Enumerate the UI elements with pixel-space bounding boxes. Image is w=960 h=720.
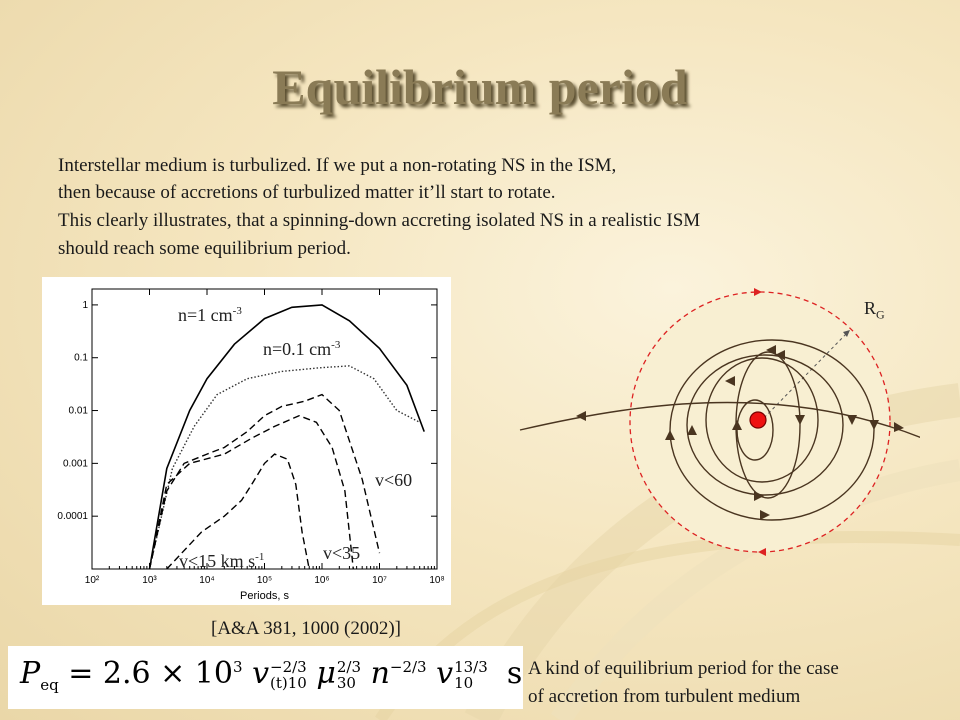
trajectory-arrow-right: [894, 422, 904, 432]
y-tick-label: 0.001: [63, 458, 88, 469]
x-tick-label: 10⁷: [372, 575, 387, 586]
y-tick-label: 0.0001: [57, 511, 88, 522]
intro-line-4: should reach some equilibrium period.: [58, 238, 351, 259]
equilibrium-formula: Peq = 2.6 × 103 v −2/3 (t)10 μ 2/3 30 n−2/3 …: [20, 656, 523, 694]
x-tick-label: 10⁶: [314, 575, 329, 586]
series-line-3: [148, 393, 381, 570]
inflow-trajectory: [519, 401, 920, 439]
slide-title: Equilibrium period: [272, 59, 688, 115]
boundary-arrow-top: [754, 288, 762, 296]
intro-line-1: Interstellar medium is turbulized. If we…: [58, 155, 617, 176]
period-distribution-chart: 10² 10³ 10⁴ 10⁵ 10⁶ 10⁷ 10⁸ 1 0.1 0.01 0.001 0.0001…: [57, 288, 445, 602]
series-line-2: [148, 365, 421, 570]
series-line-5: [166, 453, 310, 570]
citation: [A&A 381, 1000 (2002)]: [211, 618, 401, 639]
rg-radius-line: [759, 331, 849, 423]
boundary-arrow-bottom: [758, 548, 766, 556]
x-tick-label: 10⁸: [429, 575, 444, 586]
intro-line-2: then because of accretions of turbulized…: [58, 182, 556, 203]
orbit-arrows: [665, 345, 879, 520]
y-tick-label: 0.01: [69, 406, 89, 417]
series-line-1: [148, 304, 425, 570]
x-tick-label: 10⁵: [257, 575, 272, 586]
orbit-inner-wide: [705, 357, 819, 483]
y-tick-label: 0.1: [74, 353, 88, 364]
x-tick-label: 10²: [85, 575, 100, 586]
label-v35: v<35: [323, 543, 361, 563]
label-n01: n=0.1 cm-3: [263, 339, 341, 359]
formula-panel: Peq = 2.6 × 103 v −2/3 (t)10 μ 2/3 30 n−2/3 …: [8, 646, 523, 709]
x-tick-label: 10⁴: [199, 575, 214, 586]
neutron-star: [749, 411, 767, 429]
x-axis-label: Periods, s: [240, 590, 289, 602]
series-line-4: [148, 414, 354, 570]
accretion-diagram: [519, 288, 920, 556]
rg-label: RG: [864, 298, 885, 322]
trajectory-arrow-left: [576, 411, 586, 421]
caption-line-1: A kind of equilibrium period for the cas…: [528, 658, 839, 679]
label-n1: n=1 cm-3: [178, 305, 242, 325]
chart-panel: 10² 10³ 10⁴ 10⁵ 10⁶ 10⁷ 10⁸ 1 0.1 0.01 0.001 0.0001…: [42, 277, 451, 605]
orbit-middle: [686, 354, 844, 496]
caption-line-2: of accretion from turbulent medium: [528, 686, 801, 707]
intro-line-3: This clearly illustrates, that a spinnin…: [58, 210, 701, 231]
plot-frame: [91, 288, 438, 570]
rg-radius-arrow: [843, 330, 850, 337]
y-tick-label: 1: [82, 300, 88, 311]
label-v60: v<60: [375, 470, 413, 490]
label-v15: v<15 km s-1: [179, 551, 265, 571]
x-tick-label: 10³: [142, 575, 157, 586]
